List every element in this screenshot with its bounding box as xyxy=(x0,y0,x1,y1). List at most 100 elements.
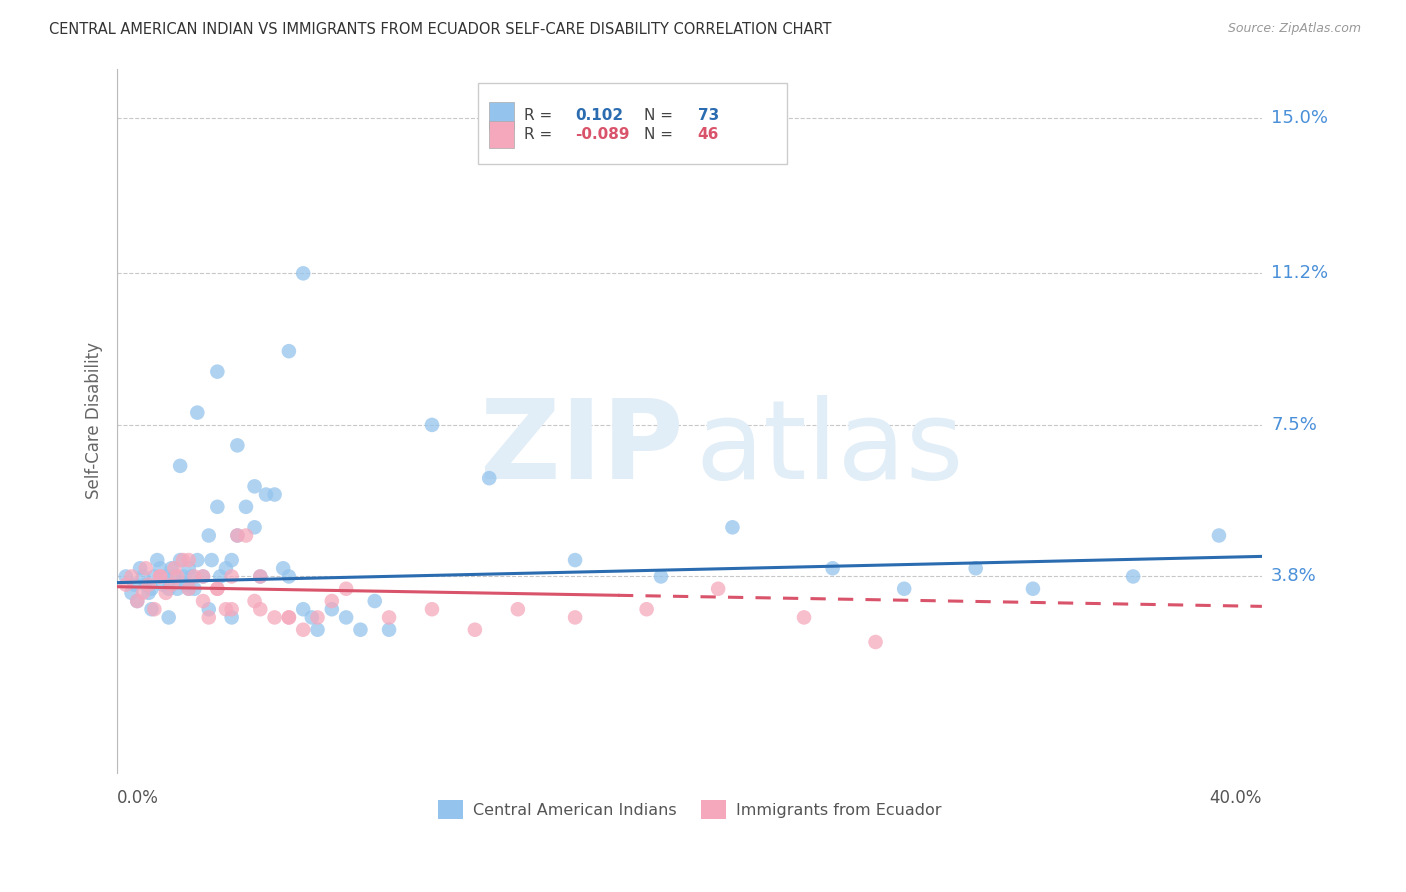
Point xyxy=(177,561,200,575)
Text: R =: R = xyxy=(523,108,557,123)
Point xyxy=(191,569,214,583)
Point xyxy=(263,610,285,624)
Text: 0.102: 0.102 xyxy=(575,108,623,123)
Text: 0.0%: 0.0% xyxy=(117,789,159,807)
Point xyxy=(564,553,586,567)
Point xyxy=(721,520,744,534)
Point xyxy=(249,602,271,616)
Point xyxy=(135,561,157,575)
Text: N =: N = xyxy=(644,128,678,142)
Point xyxy=(378,610,401,624)
Point xyxy=(277,569,299,583)
Point xyxy=(124,577,146,591)
Point xyxy=(292,602,315,616)
Point xyxy=(166,569,188,583)
Point xyxy=(378,623,401,637)
Point xyxy=(177,582,200,596)
Point xyxy=(243,479,266,493)
Point xyxy=(207,582,229,596)
Point xyxy=(143,602,166,616)
Point xyxy=(174,577,197,591)
Point xyxy=(335,582,357,596)
Point xyxy=(1122,569,1144,583)
Point xyxy=(166,582,188,596)
Point xyxy=(307,610,329,624)
Point xyxy=(221,610,243,624)
Point xyxy=(821,561,844,575)
Point xyxy=(172,553,194,567)
Point xyxy=(221,569,243,583)
Point xyxy=(132,586,155,600)
Point xyxy=(893,582,915,596)
Point xyxy=(141,602,163,616)
Point xyxy=(420,602,443,616)
Point xyxy=(186,406,208,420)
Text: N =: N = xyxy=(644,108,678,123)
Point xyxy=(191,594,214,608)
Point xyxy=(132,569,155,583)
Point xyxy=(1208,528,1230,542)
Point xyxy=(201,553,224,567)
Point xyxy=(243,594,266,608)
Text: 3.8%: 3.8% xyxy=(1271,567,1317,585)
Point xyxy=(243,520,266,534)
Point xyxy=(292,623,315,637)
Point xyxy=(464,623,486,637)
Point xyxy=(301,610,323,624)
Point xyxy=(235,500,257,514)
Text: ZIP: ZIP xyxy=(481,395,683,502)
Point xyxy=(143,569,166,583)
Point xyxy=(177,553,200,567)
Point xyxy=(221,602,243,616)
Point xyxy=(163,561,186,575)
Point xyxy=(271,561,294,575)
Text: R =: R = xyxy=(523,128,557,142)
Point xyxy=(207,365,229,379)
Point xyxy=(277,610,299,624)
Y-axis label: Self-Care Disability: Self-Care Disability xyxy=(86,343,103,500)
Point xyxy=(146,553,169,567)
Point xyxy=(172,569,194,583)
Point xyxy=(155,569,177,583)
Point xyxy=(564,610,586,624)
Point xyxy=(169,553,191,567)
Point xyxy=(277,344,299,359)
Point xyxy=(197,528,219,542)
Point xyxy=(793,610,815,624)
Point xyxy=(169,458,191,473)
Point xyxy=(215,602,238,616)
Point xyxy=(138,577,160,591)
Point xyxy=(197,602,219,616)
Point xyxy=(127,594,149,608)
Point xyxy=(177,582,200,596)
Point xyxy=(292,266,315,280)
Bar xyxy=(489,121,515,148)
Point xyxy=(163,569,186,583)
Point xyxy=(865,635,887,649)
Point xyxy=(420,417,443,432)
Point xyxy=(114,569,136,583)
Point xyxy=(235,528,257,542)
Point xyxy=(209,569,232,583)
Point xyxy=(197,610,219,624)
Point xyxy=(149,569,172,583)
Text: atlas: atlas xyxy=(695,395,963,502)
Point xyxy=(1022,582,1045,596)
Point xyxy=(215,561,238,575)
Point xyxy=(157,582,180,596)
Point xyxy=(114,577,136,591)
FancyBboxPatch shape xyxy=(478,83,787,163)
Point xyxy=(335,610,357,624)
Point xyxy=(965,561,987,575)
Text: 40.0%: 40.0% xyxy=(1209,789,1263,807)
Point xyxy=(127,594,149,608)
Point xyxy=(186,553,208,567)
Text: 73: 73 xyxy=(697,108,718,123)
Point xyxy=(207,500,229,514)
Point xyxy=(364,594,387,608)
Point xyxy=(160,577,183,591)
Point xyxy=(506,602,529,616)
Point xyxy=(121,586,143,600)
Point xyxy=(226,438,249,452)
Point xyxy=(321,602,343,616)
